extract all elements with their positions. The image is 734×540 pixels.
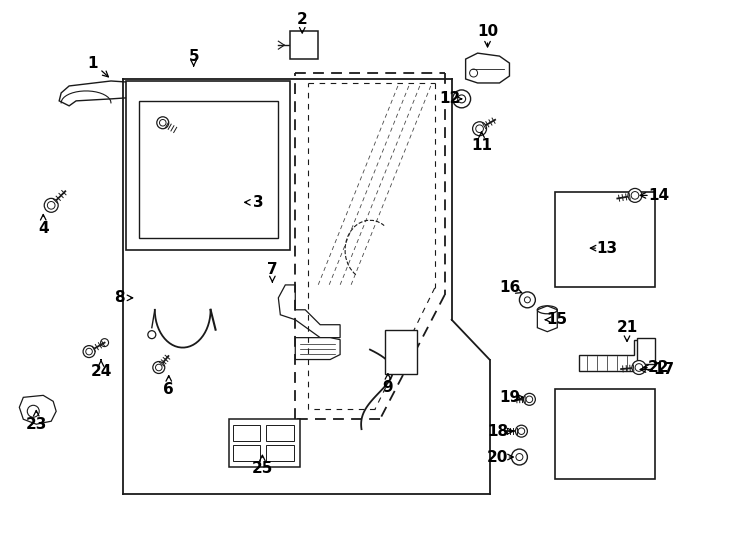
Circle shape (476, 125, 484, 132)
Circle shape (635, 363, 643, 372)
Text: 2: 2 (297, 12, 308, 27)
Text: 6: 6 (164, 382, 174, 397)
Circle shape (86, 348, 92, 355)
Circle shape (526, 396, 533, 403)
Text: 11: 11 (471, 138, 492, 153)
Bar (637, 338, 655, 363)
Text: 22: 22 (648, 360, 669, 375)
Text: 1: 1 (88, 56, 98, 71)
Text: 4: 4 (38, 221, 48, 236)
Bar (556, 389, 655, 479)
Circle shape (512, 449, 528, 465)
Circle shape (27, 406, 39, 417)
Circle shape (608, 256, 620, 268)
Text: 3: 3 (253, 195, 264, 210)
Text: 7: 7 (267, 262, 277, 278)
Circle shape (565, 406, 577, 417)
Circle shape (565, 256, 577, 268)
Text: 12: 12 (439, 91, 460, 106)
Circle shape (523, 393, 535, 406)
Polygon shape (562, 246, 637, 278)
Circle shape (153, 361, 164, 374)
Circle shape (470, 69, 478, 77)
Polygon shape (537, 306, 557, 332)
Text: 19: 19 (499, 390, 520, 405)
Text: 13: 13 (597, 241, 617, 255)
Text: 21: 21 (617, 320, 638, 335)
Circle shape (611, 447, 623, 459)
Bar (290, 31, 318, 59)
Bar (266, 425, 294, 441)
Circle shape (565, 210, 577, 222)
Text: 5: 5 (189, 49, 199, 64)
Bar (556, 192, 655, 287)
Polygon shape (579, 340, 647, 372)
Circle shape (632, 361, 646, 374)
Circle shape (524, 297, 531, 303)
Circle shape (148, 330, 156, 339)
Text: 9: 9 (382, 380, 393, 395)
Polygon shape (562, 396, 637, 425)
Circle shape (473, 122, 487, 136)
Text: 25: 25 (252, 462, 273, 476)
Circle shape (628, 188, 642, 202)
Polygon shape (465, 53, 509, 83)
Circle shape (631, 192, 639, 199)
Circle shape (159, 119, 166, 126)
Circle shape (458, 95, 465, 103)
Polygon shape (19, 395, 57, 424)
Polygon shape (295, 338, 340, 360)
Polygon shape (59, 81, 146, 106)
Text: 20: 20 (487, 449, 508, 464)
Text: 18: 18 (487, 424, 508, 438)
Bar (233, 445, 261, 461)
Circle shape (611, 406, 623, 417)
Circle shape (276, 435, 284, 443)
Circle shape (565, 447, 577, 459)
Polygon shape (562, 437, 637, 467)
Circle shape (516, 454, 523, 461)
Text: 14: 14 (648, 188, 669, 203)
Text: 17: 17 (653, 362, 675, 377)
Circle shape (453, 90, 470, 108)
Polygon shape (562, 200, 637, 232)
Circle shape (83, 346, 95, 357)
Text: 10: 10 (477, 24, 498, 39)
Polygon shape (141, 185, 166, 215)
Text: 16: 16 (499, 280, 520, 295)
Circle shape (608, 210, 620, 222)
Bar (126, 81, 290, 250)
Bar (266, 445, 294, 461)
Circle shape (101, 339, 109, 347)
Circle shape (520, 292, 535, 308)
Bar (385, 330, 417, 374)
Text: 24: 24 (90, 364, 112, 379)
Bar (139, 101, 278, 238)
Bar (233, 425, 261, 441)
Text: 23: 23 (26, 417, 47, 431)
Circle shape (48, 201, 55, 209)
Polygon shape (278, 285, 340, 338)
Circle shape (44, 198, 58, 212)
Bar (228, 419, 300, 467)
Text: 15: 15 (547, 312, 568, 327)
Polygon shape (149, 153, 262, 200)
Circle shape (518, 428, 525, 435)
Text: 8: 8 (114, 291, 124, 305)
Circle shape (244, 435, 252, 443)
Circle shape (156, 364, 162, 371)
Circle shape (515, 425, 528, 437)
Circle shape (157, 117, 169, 129)
